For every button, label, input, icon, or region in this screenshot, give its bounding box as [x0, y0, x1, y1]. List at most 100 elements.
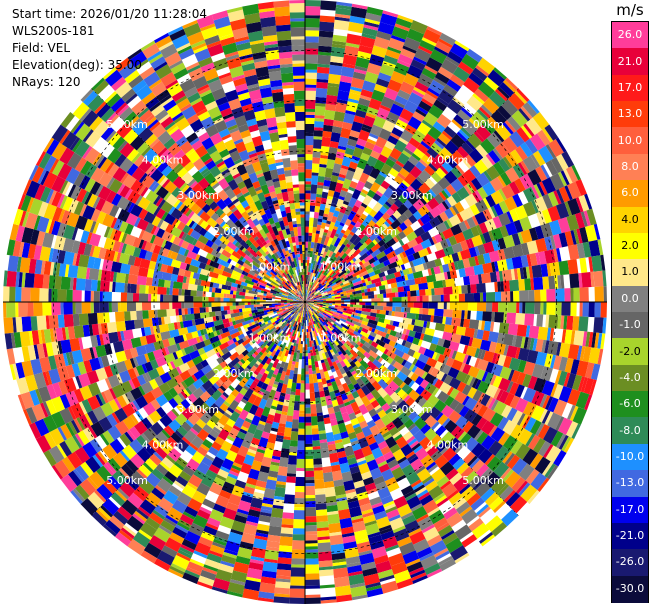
radar-gate [352, 236, 362, 246]
radar-gate [514, 397, 529, 414]
radar-gate [269, 516, 283, 528]
radar-gate [450, 425, 465, 440]
radar-gate [490, 109, 507, 127]
radar-gate [557, 171, 568, 187]
radar-gate [555, 302, 562, 316]
radar-gate [576, 360, 589, 378]
radar-gate [322, 336, 327, 340]
radar-gate [376, 30, 392, 41]
radar-gate [418, 314, 423, 321]
radar-gate [549, 327, 555, 342]
radar-gate [476, 224, 483, 235]
radar-gate [308, 306, 315, 315]
radar-gate [364, 141, 376, 151]
radar-gate [327, 325, 333, 332]
radar-gate [403, 172, 417, 186]
radar-gate [582, 331, 588, 347]
radar-gate [226, 302, 233, 307]
radar-gate [386, 350, 397, 360]
radar-gate [319, 163, 327, 168]
radar-gate [321, 268, 327, 275]
radar-gate [333, 339, 340, 346]
radar-gate [476, 431, 489, 445]
radar-gate [570, 230, 577, 245]
radar-gate [441, 482, 458, 498]
radar-gate [351, 262, 357, 267]
radar-gate [299, 401, 305, 405]
radar-gate [335, 359, 340, 364]
radar-gate [385, 436, 398, 449]
radar-gate [496, 86, 510, 100]
radar-gate [339, 257, 344, 262]
radar-gate [376, 309, 381, 314]
radar-gate [316, 310, 320, 314]
radar-gate [510, 440, 523, 455]
radar-gate [451, 242, 463, 254]
radar-gate [434, 438, 444, 448]
radar-gate [345, 109, 356, 116]
radar-gate [513, 290, 520, 302]
radar-gate [433, 99, 448, 112]
radar-gate [352, 280, 363, 287]
radar-gate [202, 291, 206, 297]
radar-gate [298, 416, 305, 423]
radar-gate [426, 357, 438, 368]
radar-gate [363, 336, 371, 344]
radar-gate [533, 184, 543, 198]
radar-gate [446, 512, 463, 528]
radar-gate [493, 461, 510, 478]
radar-gate [319, 303, 324, 305]
radar-gate [292, 528, 305, 535]
radar-gate [440, 58, 458, 75]
radar-gate [351, 312, 359, 317]
radar-gate [439, 265, 444, 274]
radar-gate [520, 125, 533, 139]
radar-gate [333, 291, 338, 295]
radar-gate [289, 585, 305, 589]
radar-gate [422, 302, 429, 309]
radar-gate [321, 136, 331, 147]
radar-gate [320, 0, 337, 11]
radar-gate [305, 274, 308, 284]
radar-gate [342, 238, 350, 246]
radar-gate [470, 111, 487, 127]
radar-gate [549, 261, 561, 277]
radar-gate [456, 212, 464, 223]
radar-gate [319, 323, 327, 333]
radar-gate [391, 127, 404, 138]
radar-gate [389, 297, 393, 302]
radar-gate [478, 532, 494, 544]
radar-gate [577, 376, 586, 392]
radar-gate [352, 293, 363, 297]
radar-gate [350, 388, 357, 394]
radar-gate [317, 542, 332, 553]
radar-gate [359, 94, 372, 101]
radar-gate [326, 298, 336, 301]
radar-gate [462, 77, 480, 94]
radar-gate [368, 257, 376, 265]
radar-gate [392, 306, 396, 312]
radar-gate [305, 293, 308, 302]
radar-gate [398, 222, 408, 231]
radar-gate [386, 218, 393, 226]
radar-gate [358, 404, 369, 416]
radar-gate [436, 202, 447, 214]
radar-gate [454, 391, 468, 404]
radar-gate [347, 316, 351, 320]
radar-gate [333, 210, 340, 218]
radar-gate [483, 241, 495, 254]
radar-gate [423, 348, 435, 359]
radar-gate [544, 340, 550, 354]
radar-gate [286, 476, 296, 483]
radar-gate [315, 102, 326, 107]
radar-gate [558, 232, 568, 248]
radar-gate [344, 271, 349, 276]
radar-gate [538, 145, 554, 164]
radar-gate [398, 322, 409, 330]
radar-gate [312, 226, 317, 234]
radar-gate [502, 451, 513, 464]
radar-gate [411, 152, 421, 162]
radar-gate [455, 415, 469, 430]
radar-gate [427, 281, 435, 290]
radar-gate [343, 192, 353, 203]
